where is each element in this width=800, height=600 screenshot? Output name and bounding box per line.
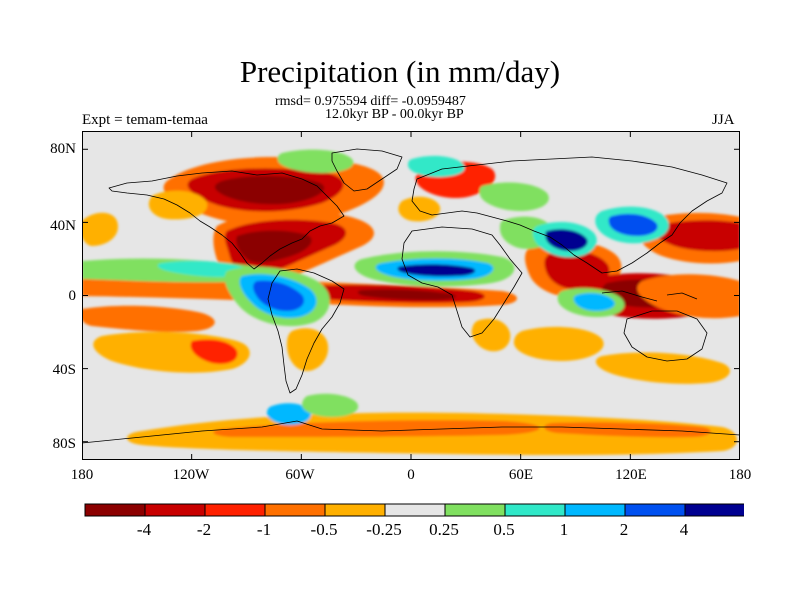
expt-label: Expt = temam-temaa [82,112,208,128]
coastline-antarctica [82,420,740,444]
latitude-tick-label: 0 [68,288,77,304]
anomaly-region-scandinavia [398,196,441,222]
coastline-south-america [267,268,345,394]
colorbar-box [444,503,506,517]
coastline-north-america [108,170,345,270]
colorbar-box [384,503,446,517]
latitude-tick-label: 40S [52,362,76,378]
chart-title: Precipitation (in mm/day) [239,54,561,89]
anomaly-region-arctic-canada [214,175,325,205]
colorbar-box [624,503,686,517]
colorbar-box [324,503,386,517]
anomaly-region-arctic-wet [408,155,465,177]
colorbar-label: 2 [619,520,629,539]
colorbar-box [684,503,744,517]
latitude-tick-label: 80S [52,436,76,452]
longitude-tick-label: 120W [172,467,210,483]
longitude-tick-label: 0 [407,467,415,483]
anomaly-region-amazon [253,280,305,311]
anomaly-region-northwest-pacific [652,220,740,252]
anomaly-region-atlantic-itcz [357,289,456,300]
precipitation-anomaly-map [82,131,740,460]
colorbar-box [144,503,206,517]
coastline-greenland [331,148,403,192]
colorbar-label: 1 [559,520,569,539]
colorbar-box [264,503,326,517]
anomaly-region-antarctic-wet [302,393,359,417]
anomaly-region-east-asia [608,213,658,236]
anomaly-region-caribbean [236,230,312,263]
coastline-africa [401,226,523,338]
anomaly-region-northwest-pacific [637,274,740,319]
anomaly-region-arctic-wet [479,182,549,211]
anomaly-region-sahel [397,264,476,277]
colorbar-label: 0.5 [493,520,515,539]
colorbar-box [504,503,566,517]
anomaly-region-south-pacific [82,305,215,332]
latitude-tick-label: 40N [50,218,76,234]
anomaly-region-west-pacific-wet [573,293,615,311]
period-line: 12.0kyr BP - 00.0kyr BP [325,107,464,122]
colorbar-label: 4 [679,520,689,539]
anomaly-region-india [545,229,588,251]
longitude-tick-label: 60E [508,467,534,483]
longitude-tick-label: 60W [285,467,315,483]
anomaly-region-antarctic-wet [267,403,311,425]
anomaly-region-north-pacific [82,212,118,246]
longitude-tick-label: 120E [615,467,647,483]
colorbar-label: -0.5 [310,520,338,539]
anomaly-region-south-pacific [190,339,238,364]
coastline-eurasia [411,156,728,274]
anomaly-region-south-indian [513,326,604,361]
anomaly-region-pacific-wet-band [157,260,246,277]
anomaly-region-south-indian [595,352,730,384]
colorbar-label: 0.25 [429,520,459,539]
anomaly-region-arctic-wet [277,149,354,173]
colorbar-label: -0.25 [366,520,402,539]
anomaly-region-north-pacific [148,190,208,220]
anomaly-region-southern-ocean [544,422,711,438]
colorbar-box [564,503,626,517]
stats-line: rmsd= 0.975594 diff= -0.0959487 [275,94,466,109]
longitude-tick-label: 180 [728,467,752,483]
season-label: JJA [712,112,735,128]
colorbar [84,503,744,517]
colorbar-box [84,503,146,517]
anomaly-region-south-america [286,328,329,371]
colorbar-box [204,503,266,517]
coastline-indonesia [601,290,698,302]
coastline-australia [623,310,708,362]
colorbar-label: -2 [196,520,212,539]
colorbar-label: -4 [136,520,152,539]
colorbar-label: -1 [256,520,272,539]
latitude-tick-label: 80N [50,141,76,157]
anomaly-region-south-africa [471,318,511,352]
longitude-tick-label: 180 [70,467,94,483]
